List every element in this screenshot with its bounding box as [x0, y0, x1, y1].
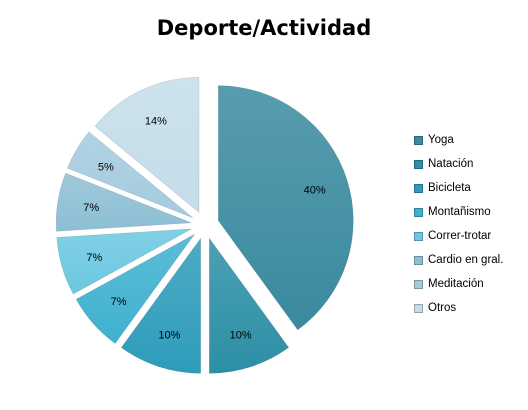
legend-item-yoga: Yoga: [414, 128, 503, 152]
legend-swatch: [414, 303, 423, 313]
slice-label-natacion: 10%: [230, 330, 252, 342]
slice-label-cardio-en-gral: 7%: [83, 202, 99, 214]
pie-slice-meditacion: [67, 131, 194, 219]
pie-slice-natacion: [209, 237, 290, 374]
legend-item-otros: Otros: [414, 296, 503, 320]
legend: Yoga Natación Bicicleta Montañismo Correr-tr…: [414, 128, 503, 320]
slice-label-meditacion: 5%: [98, 161, 114, 173]
legend-swatch: [414, 135, 423, 145]
legend-swatch: [414, 207, 423, 217]
legend-swatch: [414, 255, 423, 265]
legend-swatch: [414, 231, 423, 241]
slice-label-yoga: 40%: [304, 184, 326, 196]
slice-label-correr-trotar: 7%: [86, 252, 102, 264]
legend-swatch: [414, 159, 423, 169]
slice-label-bicicleta: 10%: [158, 330, 180, 342]
legend-label: Bicicleta: [428, 182, 471, 194]
legend-swatch: [414, 279, 423, 289]
legend-label: Natación: [428, 158, 474, 170]
slice-label-montanismo: 7%: [111, 296, 127, 308]
legend-label: Montañismo: [428, 206, 491, 218]
pie-slice-yoga: [218, 85, 354, 331]
legend-label: Cardio en gral.: [428, 254, 504, 266]
legend-item-natacion: Natación: [414, 152, 503, 176]
legend-item-bicicleta: Bicicleta: [414, 176, 503, 200]
slice-label-otros: 14%: [145, 116, 167, 128]
pie-slice-cardio-en-gral: [55, 172, 192, 232]
legend-label: Otros: [428, 302, 457, 314]
legend-item-correr-trotar: Correr-trotar: [414, 224, 503, 248]
legend-label: Meditación: [428, 278, 484, 290]
pie-slice-montanismo: [75, 233, 195, 344]
legend-item-montanismo: Montañismo: [414, 200, 503, 224]
chart-title: Deporte/Actividad: [156, 16, 372, 40]
legend-item-cardio-en-gral: Cardio en gral.: [414, 248, 503, 272]
legend-label: Yoga: [428, 134, 454, 146]
legend-label: Correr-trotar: [428, 230, 492, 242]
legend-swatch: [414, 183, 423, 193]
pie-slice-bicicleta: [120, 237, 201, 374]
pie-slice-otros: [94, 77, 200, 213]
pie-slice-correr-trotar: [56, 228, 192, 295]
legend-item-meditacion: Meditación: [414, 272, 503, 296]
